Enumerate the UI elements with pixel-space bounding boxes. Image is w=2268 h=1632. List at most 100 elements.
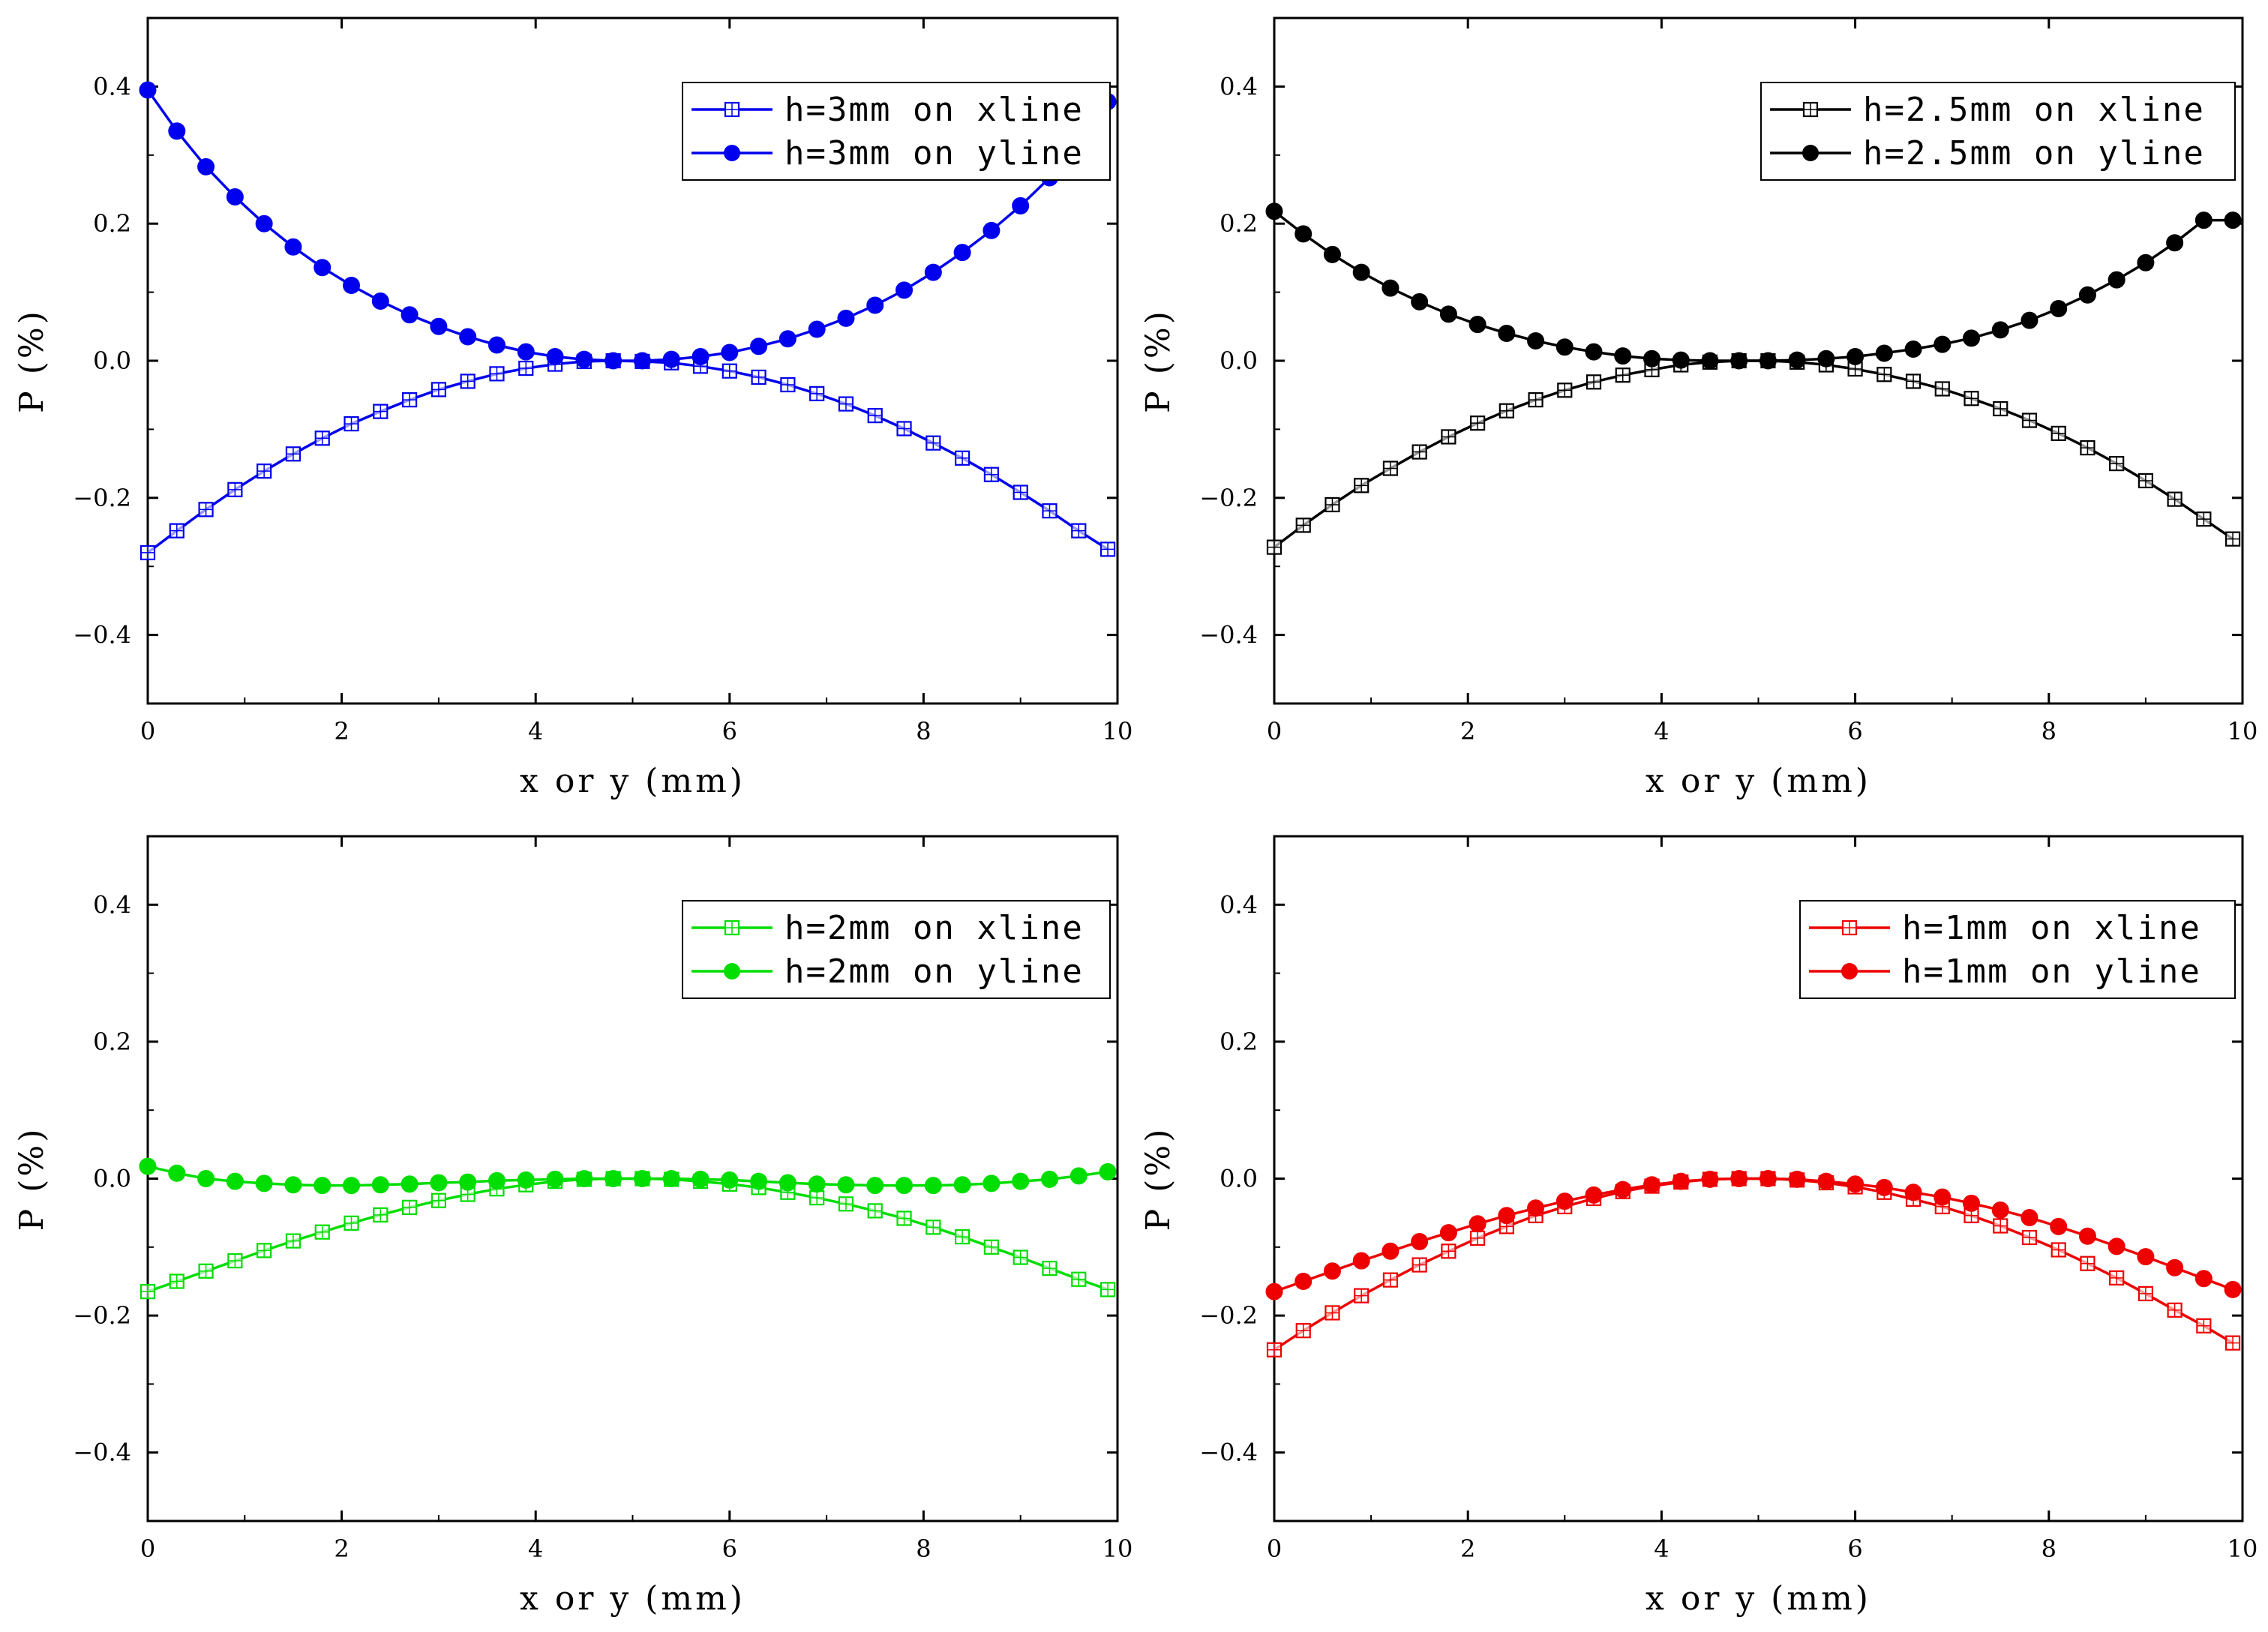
- data-point-circle: [633, 352, 651, 370]
- data-point-circle: [1411, 292, 1429, 310]
- data-point-circle: [2078, 286, 2096, 304]
- legend-label: h=2.5mm on yline: [1863, 134, 2205, 172]
- data-point-circle: [1439, 305, 1457, 323]
- data-point-circle: [546, 348, 564, 366]
- data-point-circle: [517, 1171, 535, 1189]
- data-point-circle: [604, 352, 622, 370]
- data-point-circle: [1498, 324, 1516, 342]
- data-point-circle: [953, 244, 971, 262]
- y-tick-label: 0.2: [93, 209, 131, 238]
- data-point-circle: [1556, 1192, 1574, 1210]
- data-point-circle: [343, 276, 361, 294]
- data-point-circle: [1012, 1172, 1030, 1190]
- chart-panel-4: 0 2 4 6 8 10 −0.4 −0.2 0.0 0.2 0.4 x or y (mm) P (%)…: [1139, 835, 2258, 1618]
- data-point-circle: [1759, 352, 1777, 370]
- series-yline: [1265, 1170, 2242, 1300]
- data-point-circle: [692, 1170, 710, 1188]
- y-tick-label: 0.0: [1220, 346, 1258, 375]
- data-point-circle: [1963, 1194, 1981, 1212]
- data-point-circle: [400, 1175, 418, 1193]
- legend-swatch-circle: [724, 963, 740, 980]
- data-point-circle: [2050, 1217, 2068, 1235]
- data-point-circle: [1614, 1180, 1632, 1198]
- data-point-circle: [2108, 1238, 2126, 1256]
- data-point-circle: [604, 1170, 622, 1187]
- data-point-circle: [1352, 1252, 1370, 1270]
- data-point-circle: [837, 309, 855, 327]
- data-point-circle: [459, 328, 477, 346]
- data-point-circle: [2224, 212, 2242, 230]
- x-axis-title: x or y (mm): [520, 1580, 746, 1618]
- data-point-circle: [1642, 1176, 1660, 1194]
- y-tick-label: −0.4: [1199, 621, 1258, 650]
- data-point-circle: [896, 281, 914, 299]
- data-point-circle: [1556, 338, 1574, 356]
- data-point-circle: [1875, 1178, 1893, 1196]
- data-point-circle: [1527, 1199, 1545, 1217]
- x-tick-label: 0: [1267, 1534, 1282, 1563]
- data-point-circle: [1498, 1207, 1516, 1225]
- x-tick-label: 2: [334, 717, 349, 746]
- x-tick-label: 6: [1847, 1534, 1862, 1563]
- legend: h=1mm on xline h=1mm on yline: [1799, 900, 2236, 999]
- legend-box: [1760, 82, 2236, 181]
- legend: h=3mm on xline h=3mm on yline: [682, 82, 1111, 181]
- data-point-circle: [924, 263, 942, 281]
- data-point-circle: [1527, 332, 1545, 350]
- data-point-circle: [1265, 202, 1283, 220]
- y-axis-title: P (%): [13, 308, 51, 413]
- legend: h=2mm on xline h=2mm on yline: [682, 900, 1111, 999]
- chart-panel-2: 0 2 4 6 8 10 −0.4 −0.2 0.0 0.2 0.4 x or y (mm) P (%)…: [1139, 16, 2258, 800]
- y-tick-label: −0.2: [73, 1301, 131, 1330]
- data-point-circle: [896, 1177, 914, 1195]
- data-point-circle: [459, 1173, 477, 1191]
- data-point-circle: [866, 1177, 884, 1195]
- x-tick-label: 10: [2228, 1534, 2258, 1563]
- data-point-circle: [1439, 1224, 1457, 1242]
- data-point-circle: [255, 214, 273, 232]
- legend-box: [682, 900, 1111, 999]
- legend-swatch-circle: [724, 145, 740, 161]
- data-point-circle: [284, 1176, 302, 1194]
- data-point-circle: [1934, 1188, 1952, 1206]
- data-point-circle: [924, 1177, 942, 1195]
- data-point-circle: [1672, 1172, 1690, 1190]
- y-tick-label: 0.4: [93, 72, 131, 100]
- data-point-circle: [1788, 1170, 1806, 1188]
- data-point-circle: [1846, 1175, 1864, 1193]
- data-point-circle: [1614, 347, 1632, 365]
- x-tick-label: 0: [1267, 717, 1282, 746]
- legend-box: [1799, 900, 2236, 999]
- data-point-circle: [1070, 1167, 1088, 1185]
- x-axis-title: x or y (mm): [520, 762, 746, 800]
- data-point-circle: [575, 1170, 593, 1187]
- x-axis-title: x or y (mm): [1646, 762, 1871, 800]
- data-point-circle: [1904, 1184, 1922, 1202]
- x-tick-label: 8: [916, 717, 931, 746]
- data-point-circle: [314, 1177, 332, 1195]
- data-point-circle: [692, 348, 710, 366]
- x-tick-label: 0: [140, 717, 155, 746]
- data-point-circle: [168, 122, 186, 140]
- data-point-circle: [778, 330, 796, 348]
- data-point-circle: [1382, 279, 1400, 297]
- data-point-circle: [2137, 254, 2155, 272]
- data-point-circle: [2020, 1209, 2038, 1227]
- data-point-circle: [1817, 350, 1835, 368]
- data-point-circle: [1323, 1262, 1341, 1280]
- series-line: [1273, 210, 2234, 362]
- data-point-circle: [2020, 311, 2038, 329]
- y-axis-title: P (%): [13, 1126, 51, 1232]
- x-tick-label: 6: [1847, 717, 1862, 746]
- data-point-circle: [837, 1176, 855, 1194]
- legend-label: h=3mm on xline: [784, 91, 1084, 129]
- legend-label: h=1mm on yline: [1902, 952, 2201, 991]
- data-point-circle: [1468, 316, 1486, 334]
- y-tick-label: 0.4: [1220, 890, 1258, 919]
- series-yline: [1265, 202, 2242, 370]
- data-point-circle: [982, 1174, 1000, 1192]
- data-point-circle: [2224, 1280, 2242, 1298]
- data-point-circle: [2078, 1227, 2096, 1245]
- data-point-circle: [1730, 352, 1748, 370]
- x-tick-label: 2: [1460, 717, 1475, 746]
